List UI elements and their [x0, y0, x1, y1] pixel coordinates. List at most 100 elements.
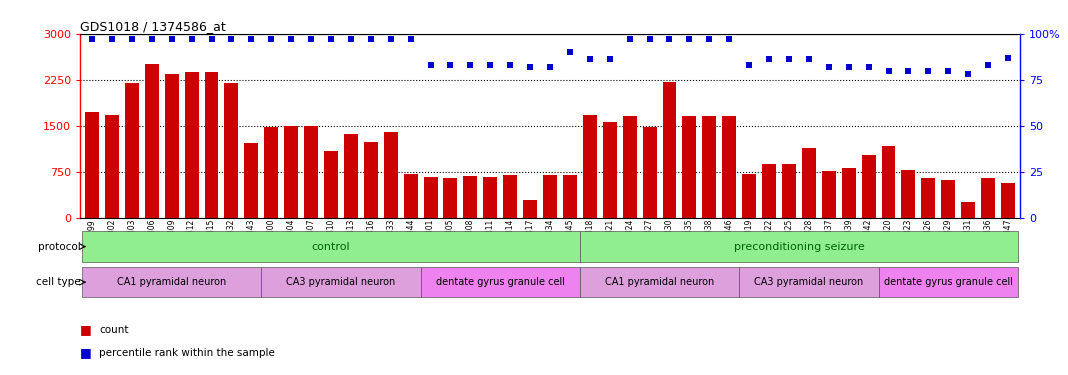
Bar	[763, 164, 776, 218]
FancyBboxPatch shape	[262, 267, 421, 297]
Point	[641, 36, 658, 42]
Point	[900, 68, 917, 74]
Text: GDS1018 / 1374586_at: GDS1018 / 1374586_at	[80, 20, 225, 33]
Point	[562, 49, 579, 55]
Point	[800, 57, 817, 63]
Bar	[782, 164, 796, 218]
FancyBboxPatch shape	[580, 231, 1018, 262]
Bar	[264, 128, 279, 218]
Text: preconditioning seizure: preconditioning seizure	[734, 242, 864, 252]
Bar	[922, 178, 936, 218]
Point	[323, 36, 340, 42]
Bar	[742, 174, 756, 217]
Bar	[105, 115, 119, 218]
Bar	[484, 177, 498, 218]
Bar	[344, 134, 358, 218]
Bar	[662, 81, 676, 218]
Bar	[842, 168, 855, 217]
Point	[681, 36, 698, 42]
Bar	[1001, 183, 1015, 218]
Point	[541, 64, 559, 70]
Point	[860, 64, 877, 70]
Bar	[245, 143, 258, 218]
Point	[302, 36, 319, 42]
Text: dentate gyrus granule cell: dentate gyrus granule cell	[436, 277, 565, 287]
Bar	[164, 74, 178, 217]
Bar	[602, 122, 616, 218]
Bar	[961, 202, 975, 217]
FancyBboxPatch shape	[739, 267, 879, 297]
Bar	[523, 200, 537, 217]
Point	[242, 36, 260, 42]
FancyBboxPatch shape	[421, 267, 580, 297]
Point	[422, 62, 439, 68]
Bar	[563, 175, 577, 217]
Point	[760, 57, 778, 63]
Bar	[703, 116, 717, 218]
Bar	[224, 83, 238, 218]
Text: CA3 pyramidal neuron: CA3 pyramidal neuron	[286, 277, 395, 287]
Text: CA1 pyramidal neuron: CA1 pyramidal neuron	[117, 277, 226, 287]
Text: ■: ■	[80, 324, 92, 336]
Bar	[85, 112, 99, 218]
Point	[223, 36, 240, 42]
Point	[143, 36, 160, 42]
Bar	[364, 142, 378, 218]
Text: CA1 pyramidal neuron: CA1 pyramidal neuron	[604, 277, 714, 287]
Point	[343, 36, 360, 42]
Bar	[205, 72, 219, 217]
Point	[601, 57, 618, 63]
Bar	[722, 116, 736, 218]
Text: percentile rank within the sample: percentile rank within the sample	[99, 348, 276, 357]
FancyBboxPatch shape	[580, 267, 739, 297]
Point	[263, 36, 280, 42]
Point	[502, 62, 519, 68]
Bar	[383, 132, 397, 218]
Bar	[404, 174, 418, 217]
Bar	[643, 127, 657, 218]
Bar	[623, 116, 637, 218]
Point	[123, 36, 140, 42]
Bar	[145, 64, 159, 218]
Point	[841, 64, 858, 70]
Bar	[821, 171, 836, 217]
Text: cell type: cell type	[36, 277, 81, 287]
Point	[820, 64, 837, 70]
Bar	[543, 175, 557, 217]
Text: dentate gyrus granule cell: dentate gyrus granule cell	[883, 277, 1012, 287]
Bar	[981, 178, 995, 218]
Text: count: count	[99, 325, 129, 335]
Bar	[881, 146, 895, 218]
Bar	[284, 126, 298, 218]
Bar	[304, 126, 318, 218]
Point	[1000, 55, 1017, 61]
Point	[880, 68, 897, 74]
FancyBboxPatch shape	[879, 267, 1018, 297]
Bar	[185, 72, 199, 217]
FancyBboxPatch shape	[82, 231, 580, 262]
Point	[482, 62, 499, 68]
Point	[622, 36, 639, 42]
Text: ■: ■	[80, 346, 92, 359]
Point	[960, 71, 977, 77]
Point	[740, 62, 757, 68]
Bar	[424, 177, 438, 218]
Bar	[682, 116, 696, 218]
Point	[781, 57, 798, 63]
Point	[442, 62, 459, 68]
Bar	[802, 148, 816, 217]
Point	[163, 36, 180, 42]
Point	[382, 36, 399, 42]
Bar	[125, 83, 139, 218]
Bar	[443, 178, 457, 218]
Point	[979, 62, 996, 68]
Point	[362, 36, 379, 42]
Point	[183, 36, 200, 42]
Point	[104, 36, 121, 42]
Point	[203, 36, 220, 42]
Bar	[862, 155, 876, 218]
Point	[83, 36, 100, 42]
Point	[940, 68, 957, 74]
Text: CA3 pyramidal neuron: CA3 pyramidal neuron	[754, 277, 864, 287]
Point	[521, 64, 538, 70]
